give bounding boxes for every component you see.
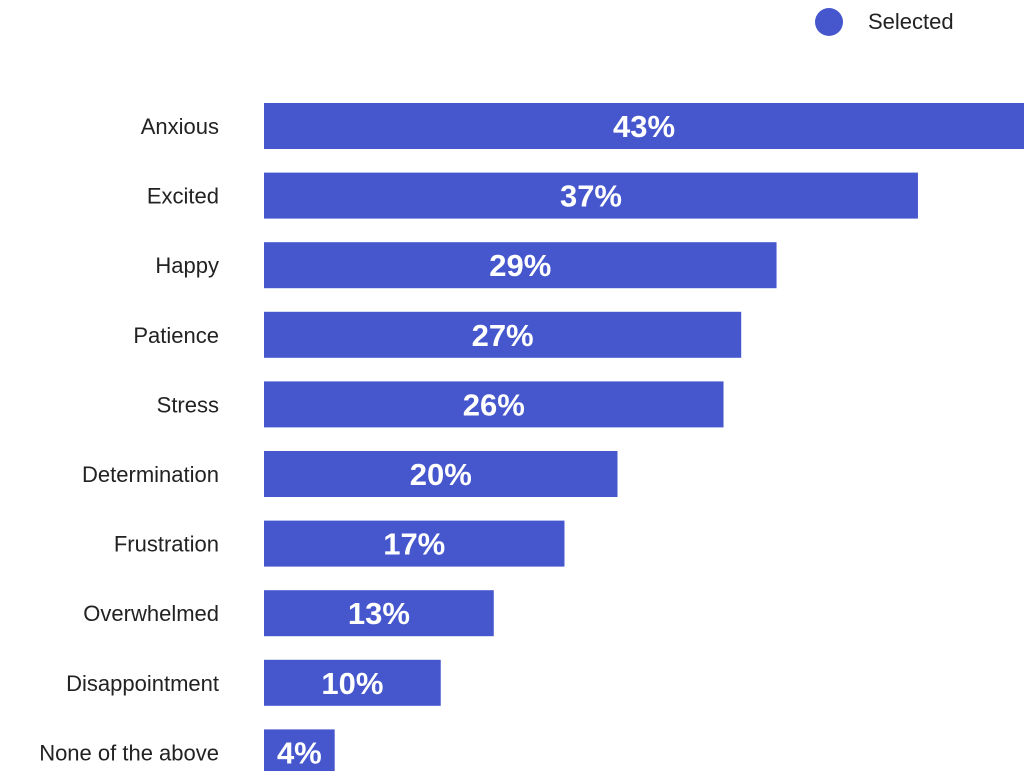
value-label-stress: 26% [463,387,525,422]
category-label-anxious: Anxious [141,114,219,139]
category-axis-labels: Anxious Excited Happy Patience Stress Determi… [39,114,219,765]
value-label-anxious: 43% [613,109,675,144]
bar-determination [264,451,618,497]
value-label-excited: 37% [560,179,622,214]
bar-stress [264,381,724,428]
value-label-frustration: 17% [383,527,445,562]
legend-label-selected: Selected [868,9,954,34]
category-label-none-of-the-above: None of the above [39,740,219,765]
bars [264,103,1024,771]
value-label-overwhelmed: 13% [348,596,410,631]
value-labels: 43% 37% 29% 27% 26% 20% 17% 13% 10% 4% [277,109,675,770]
bar-anxious [264,103,1024,149]
value-label-happy: 29% [489,248,551,283]
category-label-stress: Stress [157,392,219,417]
bar-happy [264,242,777,289]
bar-frustration [264,520,565,567]
bar-overwhelmed [264,590,494,637]
bar-patience [264,311,742,358]
category-label-frustration: Frustration [114,532,219,557]
value-label-patience: 27% [472,318,534,353]
category-label-disappointment: Disappointment [66,671,219,696]
value-label-disappointment: 10% [321,666,383,701]
bar-disappointment [264,659,441,706]
category-label-excited: Excited [147,184,219,209]
value-label-none-of-the-above: 4% [277,735,322,770]
category-label-happy: Happy [155,253,219,278]
value-label-determination: 20% [410,457,472,492]
category-label-determination: Determination [82,462,219,487]
category-label-patience: Patience [133,323,219,348]
bar-excited [264,172,918,219]
legend: Selected [815,8,954,36]
category-label-overwhelmed: Overwhelmed [83,601,219,626]
bar-none-of-the-above [264,729,335,771]
legend-marker-selected [815,8,843,36]
